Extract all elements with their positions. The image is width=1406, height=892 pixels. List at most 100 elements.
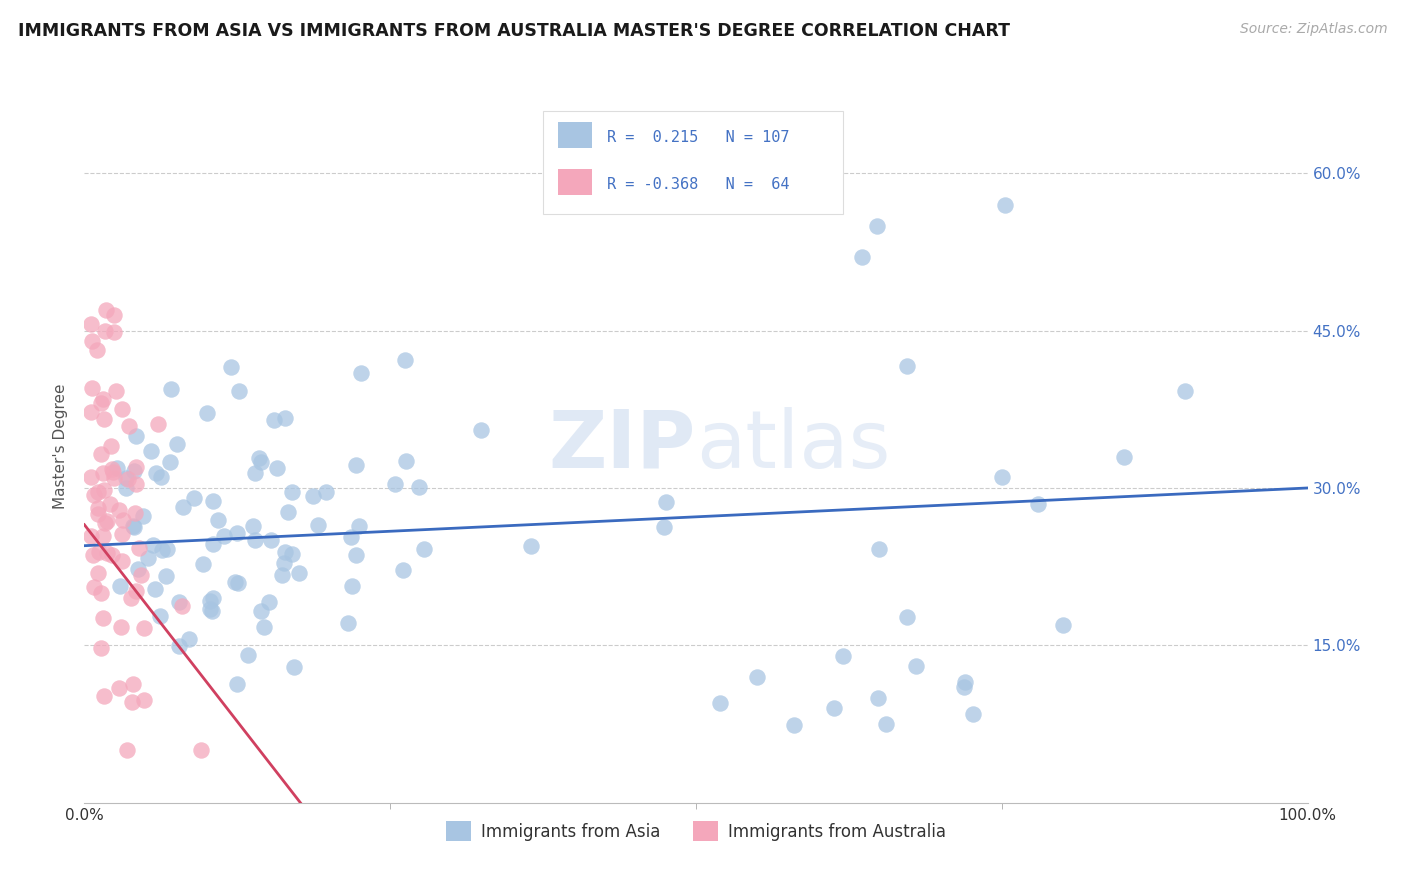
Point [93, 483, 115, 497]
Point [875, 717, 897, 731]
Point [115, 471, 138, 485]
Point [80, 405, 103, 419]
Point [149, 469, 172, 483]
Point [347, 518, 370, 533]
Point [197, 406, 219, 420]
Point [122, 464, 145, 478]
Point [132, 508, 155, 523]
Point [952, 681, 974, 695]
Point [243, 533, 266, 548]
Point [80, 470, 103, 484]
Point [520, 539, 543, 553]
Point [83, 488, 105, 502]
Point [238, 648, 260, 663]
Point [274, 545, 297, 559]
Point [340, 578, 363, 592]
Point [346, 548, 368, 562]
Point [103, 471, 125, 485]
FancyBboxPatch shape [543, 111, 842, 214]
Point [110, 578, 132, 592]
Point [122, 520, 145, 534]
Point [408, 480, 430, 494]
Point [124, 429, 146, 443]
Point [1028, 498, 1050, 512]
Point [125, 476, 148, 491]
Point [159, 382, 181, 396]
Point [384, 476, 406, 491]
Point [149, 608, 172, 623]
Point [994, 197, 1017, 211]
Point [143, 582, 166, 596]
Point [896, 359, 918, 373]
Point [132, 621, 155, 635]
Point [249, 454, 271, 468]
Point [83, 580, 105, 594]
Point [470, 423, 492, 437]
Text: R =  0.215   N = 107: R = 0.215 N = 107 [606, 130, 789, 145]
Point [90, 396, 112, 410]
Point [201, 591, 224, 605]
Point [94, 324, 117, 338]
Point [122, 677, 145, 691]
Point [1052, 618, 1074, 632]
Point [128, 541, 150, 556]
Point [87, 566, 110, 580]
Point [121, 694, 143, 708]
Point [191, 558, 214, 572]
Point [288, 566, 311, 580]
Point [82, 549, 104, 563]
Point [91, 529, 114, 543]
Point [271, 567, 294, 582]
Point [257, 595, 280, 609]
Text: IMMIGRANTS FROM ASIA VS IMMIGRANTS FROM AUSTRALIA MASTER'S DEGREE CORRELATION CH: IMMIGRANTS FROM ASIA VS IMMIGRANTS FROM … [18, 22, 1011, 40]
Point [87, 545, 110, 559]
Point [201, 604, 224, 618]
Point [783, 718, 806, 732]
Point [253, 620, 276, 634]
Point [868, 690, 890, 705]
Point [94, 516, 117, 530]
Point [129, 567, 152, 582]
Point [391, 563, 413, 577]
Point [183, 491, 205, 506]
Point [87, 484, 110, 499]
Point [315, 485, 337, 500]
Point [177, 632, 200, 647]
Point [82, 334, 104, 348]
Point [108, 502, 131, 516]
Point [219, 360, 242, 375]
Point [344, 458, 367, 473]
Point [120, 591, 142, 605]
Point [155, 569, 177, 583]
Point [111, 401, 134, 416]
Point [115, 743, 138, 757]
Point [243, 466, 266, 480]
Point [146, 417, 169, 431]
Point [224, 574, 246, 589]
Point [395, 454, 418, 468]
Point [103, 326, 125, 340]
Point [127, 562, 149, 576]
Point [167, 595, 190, 609]
Text: atlas: atlas [696, 407, 890, 485]
Point [90, 641, 112, 656]
Point [249, 604, 271, 618]
Point [273, 556, 295, 570]
Point [190, 743, 212, 757]
Point [169, 639, 191, 653]
Point [93, 411, 115, 425]
Point [413, 541, 436, 556]
Point [159, 455, 181, 469]
Point [100, 548, 122, 562]
Point [831, 648, 853, 663]
Point [80, 317, 103, 331]
Point [145, 466, 167, 480]
Point [100, 440, 122, 454]
Point [101, 465, 124, 479]
Point [339, 530, 361, 544]
Point [851, 250, 873, 264]
Point [226, 576, 249, 591]
Point [96, 302, 118, 317]
Point [281, 547, 304, 561]
Point [86, 501, 108, 516]
